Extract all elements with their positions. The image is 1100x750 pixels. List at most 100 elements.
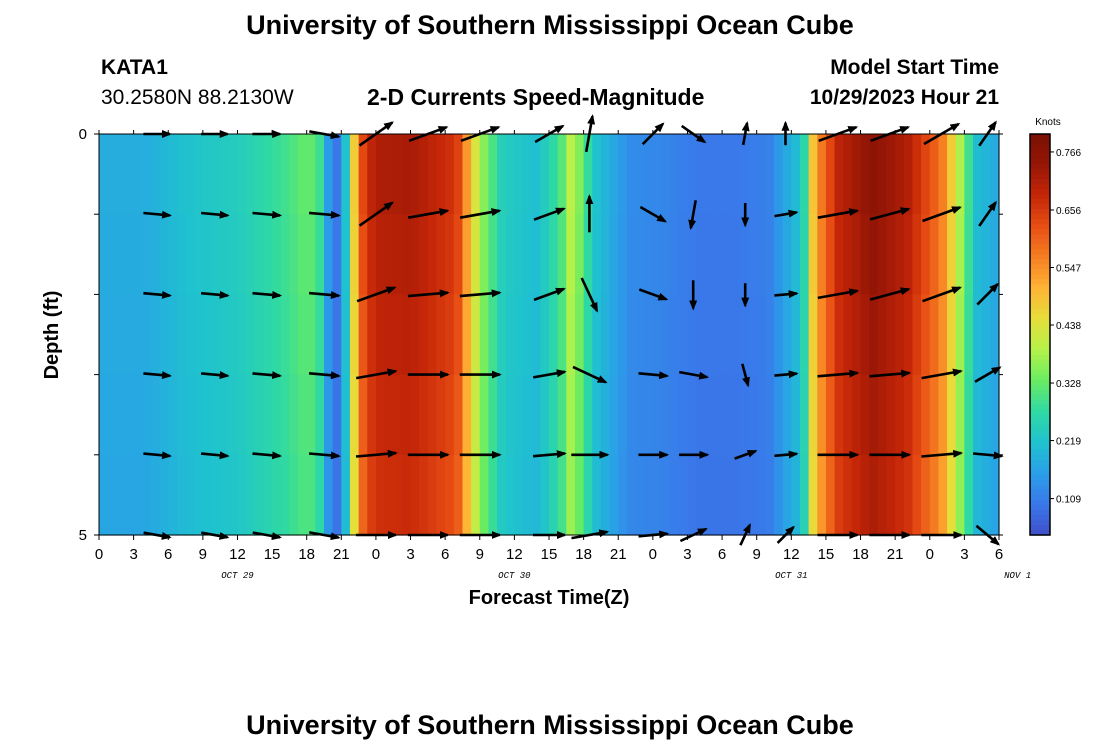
heatmap-cell bbox=[185, 214, 195, 295]
colorbar-segment bbox=[1030, 149, 1050, 155]
x-tick-label: 0 bbox=[649, 546, 657, 563]
heatmap-cell bbox=[246, 374, 256, 456]
colorbar-segment bbox=[1030, 134, 1050, 140]
heatmap-cell bbox=[990, 454, 1000, 536]
vector-arrow bbox=[200, 290, 230, 299]
heatmap-cell bbox=[566, 374, 576, 456]
heatmap-cell bbox=[124, 214, 135, 295]
heatmap-cell bbox=[678, 454, 689, 536]
heatmap-cell bbox=[150, 294, 161, 376]
heatmap-cell bbox=[817, 214, 827, 295]
heatmap-cell bbox=[592, 374, 602, 456]
heatmap-cell bbox=[756, 214, 766, 295]
heatmap-cell bbox=[799, 454, 810, 536]
heatmap-cell bbox=[808, 454, 818, 536]
heatmap-cell bbox=[748, 454, 758, 536]
heatmap-cell bbox=[730, 294, 740, 376]
heatmap-cell bbox=[929, 134, 940, 215]
heatmap-cell bbox=[540, 134, 550, 215]
heatmap-cell bbox=[704, 134, 715, 215]
heatmap-cell bbox=[696, 214, 706, 295]
heatmap-cell bbox=[107, 214, 117, 295]
heatmap-cell bbox=[540, 454, 550, 536]
heatmap-cell bbox=[799, 214, 810, 295]
heatmap-cell bbox=[704, 214, 715, 295]
heatmap-cell bbox=[817, 374, 827, 456]
vector-arrow bbox=[571, 529, 610, 540]
heatmap-cell bbox=[704, 294, 715, 376]
vector-arrow bbox=[639, 205, 668, 223]
heatmap-cell bbox=[358, 294, 368, 376]
heatmap-cell bbox=[774, 374, 784, 456]
date-label: OCT 31 bbox=[775, 571, 807, 581]
heatmap-cell bbox=[142, 134, 152, 215]
heatmap-cell bbox=[462, 294, 472, 376]
colorbar-frame bbox=[1029, 133, 1051, 536]
heatmap-cell bbox=[228, 454, 239, 536]
heatmap-cell bbox=[298, 214, 308, 295]
heatmap-cell bbox=[661, 454, 671, 536]
heatmap-cell bbox=[133, 294, 143, 376]
heatmap-cell bbox=[722, 214, 732, 295]
heatmap-cell bbox=[445, 454, 455, 536]
heatmap-cell bbox=[505, 374, 515, 456]
heatmap-cell bbox=[358, 454, 368, 536]
colorbar-segment bbox=[1030, 244, 1050, 250]
heatmap-cell bbox=[600, 374, 611, 456]
heatmap-cell bbox=[471, 454, 481, 536]
heatmap-cell bbox=[462, 214, 472, 295]
heatmap-cell bbox=[488, 134, 498, 215]
heatmap-cell bbox=[479, 294, 490, 376]
heatmap-cell bbox=[194, 214, 204, 295]
date-label: OCT 30 bbox=[498, 571, 531, 581]
vector-arrow bbox=[358, 201, 394, 227]
colorbar-segment bbox=[1030, 344, 1050, 351]
vector-arrow bbox=[143, 371, 172, 380]
heatmap-cell bbox=[618, 294, 628, 376]
heatmap-cell bbox=[479, 454, 490, 536]
heatmap-cell bbox=[748, 374, 758, 456]
heatmap-cell bbox=[592, 134, 602, 215]
colorbar-tick-label: 0.766 bbox=[1056, 148, 1081, 159]
heatmap-cell bbox=[124, 294, 135, 376]
heatmap-cell bbox=[272, 294, 282, 376]
heatmap-cell bbox=[696, 374, 706, 456]
heatmap-cell bbox=[185, 294, 195, 376]
heatmap-cell bbox=[765, 134, 775, 215]
heatmap-cell bbox=[843, 294, 853, 376]
heatmap-cell bbox=[185, 454, 195, 536]
colorbar-segment bbox=[1030, 504, 1050, 511]
heatmap-cell bbox=[912, 134, 922, 215]
heatmap-cell bbox=[168, 374, 178, 456]
vector-arrow bbox=[200, 371, 230, 380]
date-label: NOV 1 bbox=[1004, 571, 1031, 581]
vector-arrow bbox=[407, 289, 450, 298]
heatmap-cell bbox=[877, 454, 888, 536]
heatmap-cell bbox=[401, 374, 412, 456]
heatmap-cell bbox=[843, 134, 853, 215]
heatmap-cell bbox=[202, 374, 213, 456]
vector-arrow bbox=[407, 208, 450, 219]
heatmap-cell bbox=[324, 214, 334, 295]
heatmap-cell bbox=[626, 294, 637, 376]
heatmap-cell bbox=[523, 214, 533, 295]
heatmap-cell bbox=[142, 214, 152, 295]
x-tick-label: 9 bbox=[753, 546, 761, 563]
heatmap-cell bbox=[964, 214, 974, 295]
heatmap-cell bbox=[947, 454, 957, 536]
colorbar-tick-label: 0.438 bbox=[1056, 321, 1081, 332]
heatmap-cell bbox=[419, 454, 429, 536]
heatmap-cell bbox=[652, 454, 663, 536]
heatmap-cell bbox=[583, 134, 593, 215]
heatmap-cell bbox=[549, 454, 559, 536]
heatmap-cell bbox=[237, 134, 247, 215]
vector-arrow bbox=[533, 287, 566, 302]
heatmap-cell bbox=[531, 134, 541, 215]
heatmap-cell bbox=[808, 134, 818, 215]
heatmap-cell bbox=[453, 214, 464, 295]
heatmap-cell bbox=[635, 374, 645, 456]
vector-arrow bbox=[774, 209, 799, 218]
heatmap-cell bbox=[713, 134, 723, 215]
vector-arrow bbox=[978, 120, 997, 147]
colorbar: Knots 0.766 0.656 0.547 0.438 0.328 0.219 0.109 bbox=[1029, 117, 1081, 536]
